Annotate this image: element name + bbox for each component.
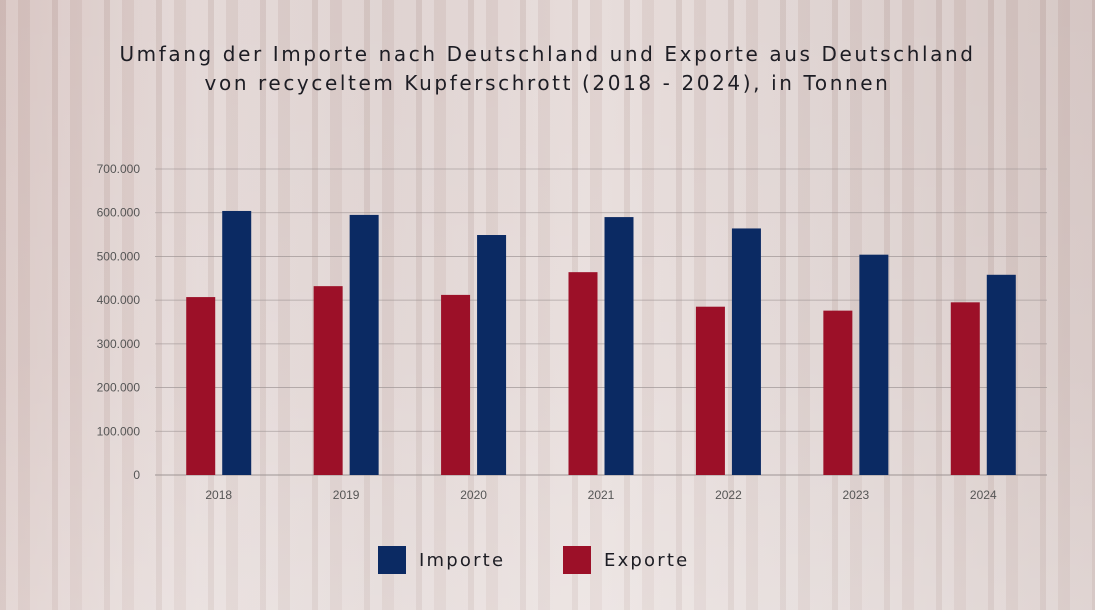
y-tick-label-2: 200.000 — [97, 381, 141, 395]
x-tick-label-2019: 2019 — [333, 488, 360, 502]
legend-item-importe: Importe — [378, 546, 505, 574]
bar-exporte-2020 — [441, 294, 471, 475]
legend-label-exporte: Exporte — [604, 549, 690, 571]
bar-importe-2020 — [477, 235, 507, 475]
chart-title: Umfang der Importe nach Deutschland und … — [0, 40, 1095, 98]
y-tick-label-0: 0 — [133, 468, 140, 482]
x-tick-label-2020: 2020 — [460, 488, 487, 502]
bar-exporte-2021 — [568, 272, 598, 475]
y-tick-label-4: 400.000 — [97, 293, 141, 307]
legend-swatch-importe — [378, 546, 406, 574]
x-tick-label-2018: 2018 — [205, 488, 232, 502]
bar-importe-2023 — [859, 254, 889, 475]
bar-exporte-2024 — [950, 302, 980, 475]
y-tick-label-7: 700.000 — [97, 162, 141, 176]
y-tick-label-5: 500.000 — [97, 249, 141, 263]
bar-importe-2022 — [731, 228, 761, 475]
x-tick-label-2022: 2022 — [715, 488, 742, 502]
bar-importe-2019 — [349, 214, 379, 475]
y-tick-label-3: 300.000 — [97, 337, 141, 351]
bar-exporte-2023 — [823, 310, 853, 475]
bar-importe-2018 — [222, 210, 252, 476]
chart-title-line-2: von recyceltem Kupferschrott (2018 - 202… — [204, 71, 891, 95]
legend-swatch-exporte — [563, 546, 591, 574]
legend-item-exporte: Exporte — [563, 546, 689, 574]
x-tick-label-2023: 2023 — [843, 488, 870, 502]
chart-title-line-1: Umfang der Importe nach Deutschland und … — [119, 42, 976, 66]
bar-exporte-2019 — [313, 286, 343, 475]
y-tick-label-1: 100.000 — [97, 424, 141, 438]
y-tick-label-6: 600.000 — [97, 206, 141, 220]
bar-exporte-2018 — [186, 297, 216, 475]
bar-exporte-2022 — [695, 306, 725, 475]
x-tick-label-2021: 2021 — [588, 488, 615, 502]
bar-importe-2024 — [986, 274, 1016, 475]
legend: Importe Exporte — [0, 546, 1095, 576]
legend-label-importe: Importe — [419, 549, 506, 571]
bar-importe-2021 — [604, 217, 634, 476]
x-tick-label-2024: 2024 — [970, 488, 997, 502]
